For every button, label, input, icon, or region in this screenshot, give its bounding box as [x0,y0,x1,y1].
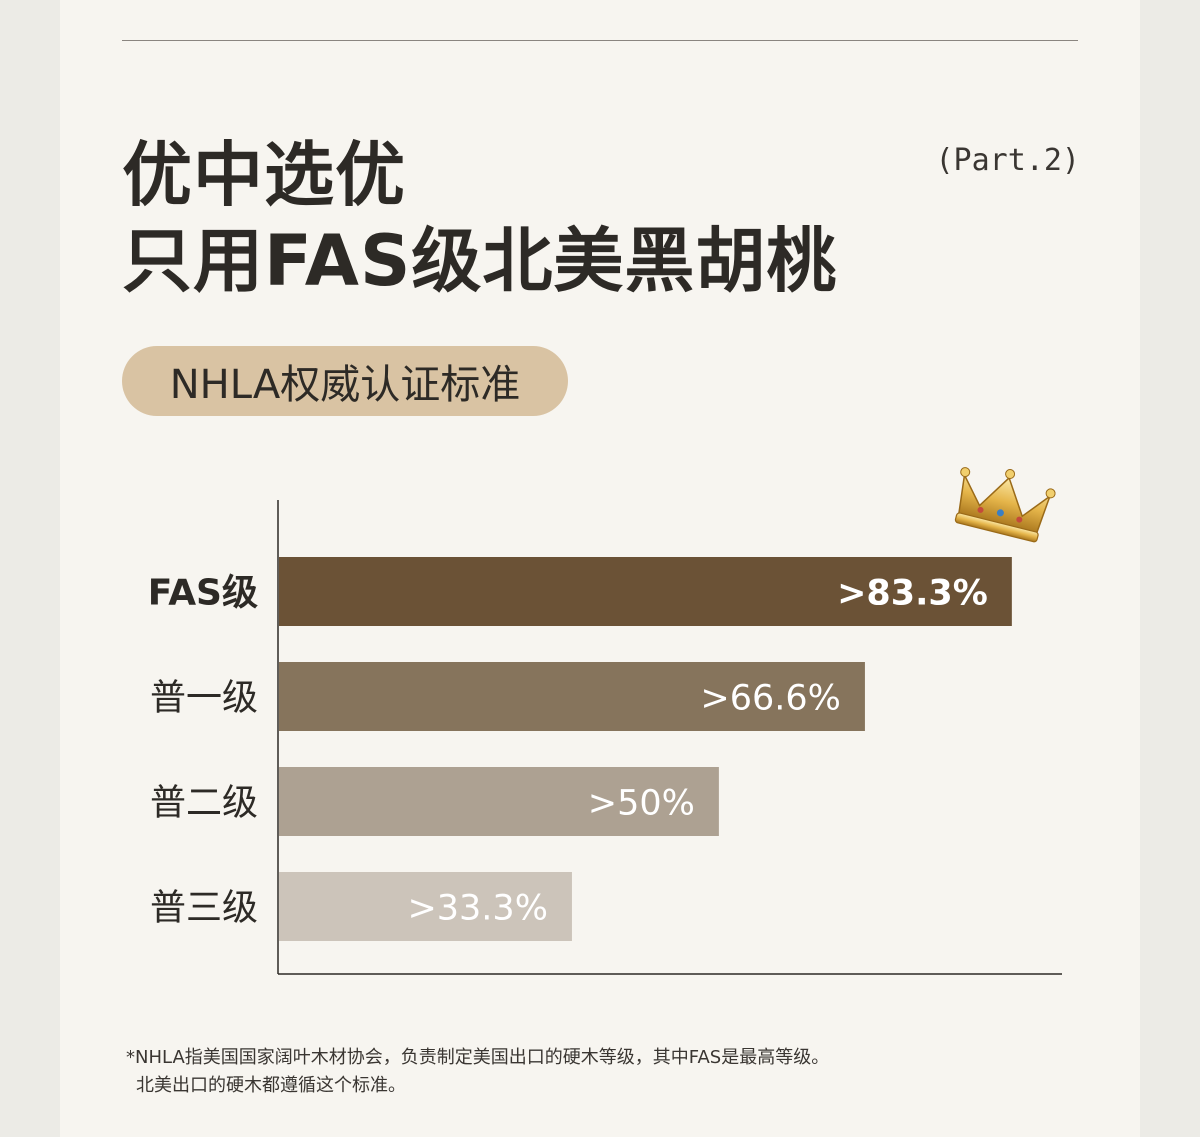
certification-badge: NHLA权威认证标准 [122,346,568,416]
category-label-1: FAS级 [148,573,258,614]
bar-1 [279,557,1012,626]
category-label-2: 普一级 [150,678,258,719]
part-label: (Part.2) [935,143,1081,178]
value-label-4: >33.3% [407,889,548,929]
bar-2 [279,662,865,731]
footnote-line-2: 北美出口的硬木都遵循这个标准。 [136,1075,406,1096]
value-label-2: >66.6% [700,679,841,719]
value-label-1: >83.3% [837,574,988,614]
footnote-line-1: *NHLA指美国国家阔叶木材协会，负责制定美国出口的硬木等级，其中FAS是最高等… [126,1047,830,1068]
crown-icon [954,467,1056,543]
category-label-3: 普二级 [150,783,258,824]
top-divider [122,40,1078,41]
category-label-4: 普三级 [150,888,258,929]
footnote: *NHLA指美国国家阔叶木材协会，负责制定美国出口的硬木等级，其中FAS是最高等… [126,1044,829,1100]
bar-3 [279,767,719,836]
certification-badge-label: NHLA权威认证标准 [169,362,521,408]
value-label-3: >50% [588,784,695,824]
bar-4 [279,872,572,941]
page-title-line-2: 只用FAS级北美黑胡桃 [122,220,838,302]
page-title-line-1: 优中选优 [122,134,406,216]
